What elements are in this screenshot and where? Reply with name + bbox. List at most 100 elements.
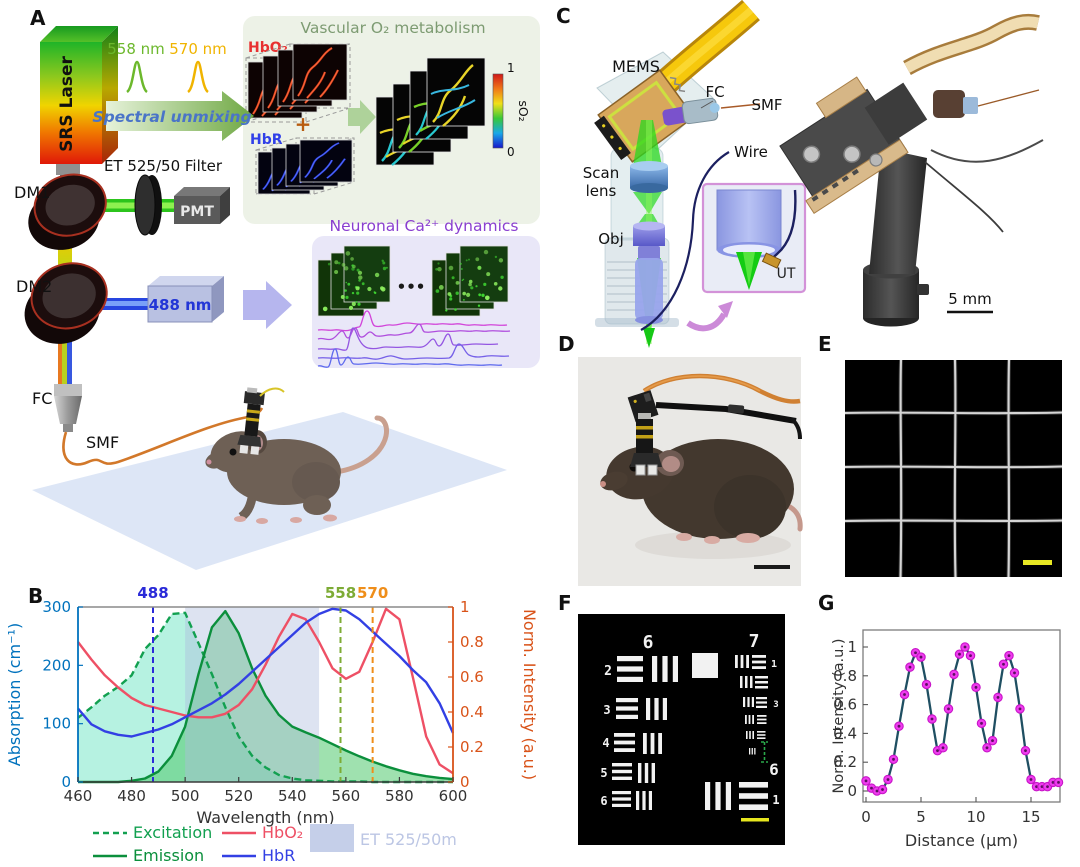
svg-text:0.2: 0.2 [460, 738, 484, 756]
panel-a-diagram: Vascular O₂ metabolism HbO₂ + HbR [14, 16, 540, 570]
svg-text:300: 300 [42, 598, 71, 616]
hbr-label: HbR [250, 132, 283, 148]
dm1-label: DM1 [14, 183, 50, 202]
usaf-group-7: 7 [749, 631, 760, 652]
mouse-illustration [205, 387, 389, 524]
flow-arrow-icon [243, 281, 292, 329]
svg-text:580: 580 [385, 787, 414, 805]
svg-text:HbR: HbR [262, 846, 295, 865]
svg-text:0: 0 [861, 808, 871, 826]
et-filter-disk [134, 174, 162, 236]
svg-text:Excitation: Excitation [133, 823, 212, 842]
objective-tip-inset: UT [701, 182, 807, 294]
panel-e-label: E [818, 332, 832, 356]
ellipsis-icon: ••• [397, 278, 426, 296]
mouse-photo-probe [627, 373, 802, 476]
usaf-el-4: 4 [602, 736, 609, 750]
panel-g-label: G [818, 591, 835, 615]
laser-488-box: 488 nm [147, 276, 224, 323]
svg-text:Distance (μm): Distance (μm) [905, 831, 1018, 850]
wire-right-1 [930, 139, 1044, 163]
svg-text:1: 1 [847, 638, 857, 656]
dm2-label: DM2 [16, 277, 52, 296]
svg-text:HbO₂: HbO₂ [262, 823, 303, 842]
hbr-image-stack [257, 139, 353, 195]
head-probe [237, 387, 265, 455]
svg-text:Norm. Intensity (a.u.): Norm. Intensity (a.u.) [520, 609, 539, 780]
svg-text:10: 10 [966, 808, 985, 826]
svg-text:0: 0 [460, 773, 470, 791]
panel-g-chart: 0 5 10 15 0 0.2 0.4 0.6 0.8 1 Distance (μm) Norm. I… [831, 629, 1064, 850]
smf-label-c: SMF [751, 96, 782, 114]
svg-text:ET 525/50m: ET 525/50m [360, 830, 457, 849]
usaf-el-5: 5 [600, 766, 607, 780]
svg-text:570: 570 [357, 584, 388, 602]
usaf-el-r1: 1 [771, 659, 777, 670]
nm558-label: 558 nm [107, 40, 165, 58]
svg-text:200: 200 [42, 656, 71, 674]
scalebar-5mm-label: 5 mm [948, 290, 992, 308]
svg-text:480: 480 [117, 787, 146, 805]
peak-558-icon [126, 60, 148, 94]
svg-text:Emission: Emission [133, 846, 204, 865]
probe-cad-render [779, 13, 1044, 327]
obj-label: Obj [598, 230, 624, 248]
inset-arrowhead [718, 301, 733, 318]
calcium-image-stacks [317, 245, 509, 317]
colorbar-min: 0 [507, 145, 515, 159]
calcium-traces [317, 310, 511, 368]
neuronal-ca-box: Neuronal Ca²⁺ dynamics ••• [312, 217, 540, 368]
mouse-nose [206, 459, 212, 465]
unmixing-label: Spectral unmixing [92, 108, 251, 126]
panel-f-label: F [558, 591, 572, 615]
mouse-eye [229, 448, 237, 456]
panel-d-label: D [558, 332, 575, 356]
nm570-label: 570 nm [169, 40, 227, 58]
svg-text:Absorption (cm⁻¹): Absorption (cm⁻¹) [5, 623, 24, 766]
grid-lines [844, 359, 1063, 578]
svg-text:0.8: 0.8 [460, 633, 484, 651]
usaf-el-2: 2 [604, 664, 612, 679]
blue-beam-core [100, 301, 148, 306]
smf-fiber-right [977, 89, 1040, 107]
inset-arrow-icon [686, 312, 727, 332]
probe-wire [259, 387, 285, 397]
fc-label-c: FC [705, 83, 724, 101]
panel-a-label: A [30, 6, 46, 30]
scan-lens [630, 161, 668, 193]
svg-text:Norm. Intensity (a.u.): Norm. Intensity (a.u.) [831, 638, 847, 793]
svg-text:0.4: 0.4 [460, 703, 484, 721]
svg-text:0: 0 [847, 782, 857, 800]
objective-lens [633, 221, 665, 324]
laser-488-label: 488 nm [149, 296, 212, 314]
usaf-el-6: 6 [600, 794, 607, 808]
svg-text:488: 488 [137, 584, 168, 602]
scalebar-yellow-e [1023, 560, 1052, 565]
svg-text:0.8: 0.8 [833, 667, 857, 685]
svg-text:100: 100 [42, 715, 71, 733]
fc-connector [681, 97, 720, 125]
svg-text:5: 5 [916, 808, 926, 826]
pmt-box: PMT [174, 187, 230, 224]
unmixing-arrow-icon [106, 91, 254, 141]
svg-text:0.6: 0.6 [460, 668, 484, 686]
panel-b-label: B [28, 584, 44, 608]
svg-text:1: 1 [460, 598, 470, 616]
so2-image-stack [375, 57, 486, 167]
scalebar-black [754, 565, 790, 569]
neuronal-title: Neuronal Ca²⁺ dynamics [329, 217, 518, 235]
usaf-group-6b: 6 [769, 760, 779, 779]
plus-icon: + [295, 112, 312, 136]
svg-text:0.6: 0.6 [833, 696, 857, 714]
svg-text:0.2: 0.2 [833, 753, 857, 771]
usaf-el-b1: 1 [772, 793, 779, 807]
svg-text:520: 520 [224, 787, 253, 805]
svg-text:558: 558 [325, 584, 356, 602]
fiber-coupler [54, 384, 82, 432]
vascular-title: Vascular O₂ metabolism [300, 19, 485, 37]
dm1-mirror [28, 173, 107, 250]
panel-e-grid-image [844, 359, 1063, 578]
svg-text:Wavelength (nm): Wavelength (nm) [196, 808, 334, 827]
panel-c-diagram: MEMS FC SMF Wire Scan lens Obj UT [583, 0, 1044, 348]
